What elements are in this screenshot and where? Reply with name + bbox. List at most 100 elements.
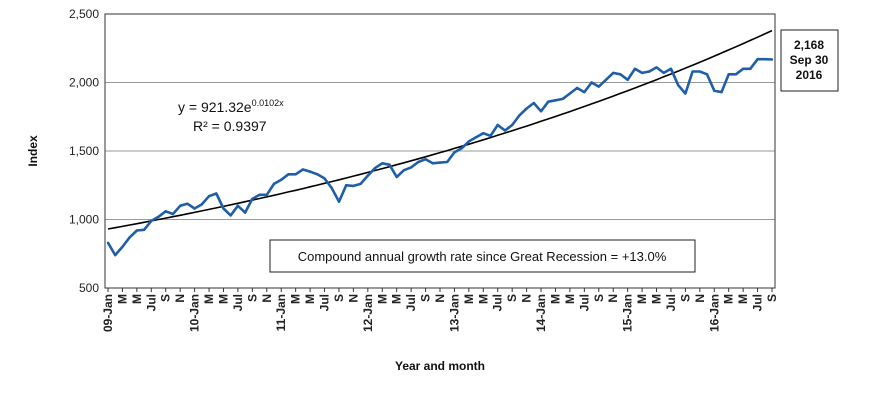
- data-point: [489, 134, 492, 138]
- data-point: [590, 81, 593, 84]
- x-tick-label: Jul: [404, 294, 418, 311]
- data-point: [720, 90, 723, 94]
- x-tick-label: 13-Jan: [447, 294, 461, 332]
- x-tick-label: S: [245, 294, 259, 302]
- r-squared-label: R² = 0.9397: [193, 118, 267, 134]
- data-point: [186, 202, 189, 205]
- x-tick-label: N: [433, 294, 447, 303]
- x-tick-label: N: [693, 294, 707, 303]
- data-point: [467, 140, 471, 143]
- x-tick-label: N: [520, 294, 534, 303]
- data-point: [229, 214, 232, 217]
- data-point: [763, 58, 766, 61]
- x-tick-label: M: [476, 294, 490, 304]
- data-point: [698, 70, 702, 73]
- data-point: [373, 166, 377, 170]
- data-point: [106, 241, 110, 244]
- x-tick-label: Jul: [318, 294, 332, 311]
- data-point: [713, 89, 716, 92]
- x-tick-label: N: [606, 294, 620, 303]
- data-point: [316, 173, 319, 176]
- x-tick-label: S: [765, 294, 779, 302]
- growth-rate-text: Compound annual growth rate since Great …: [298, 249, 667, 264]
- data-point: [417, 160, 420, 164]
- x-tick-label: M: [303, 294, 317, 304]
- y-tick-label: 2,500: [69, 7, 99, 21]
- data-point: [749, 67, 752, 71]
- data-point: [301, 168, 305, 171]
- x-tick-label: S: [592, 294, 606, 302]
- data-point: [200, 203, 204, 206]
- gridlines: [105, 82, 775, 220]
- data-point: [402, 168, 406, 172]
- x-tick-label: M: [563, 294, 577, 304]
- callout-value: 2,168: [794, 38, 824, 52]
- data-point: [164, 210, 167, 213]
- plot-frame: [104, 13, 776, 289]
- x-tick-label: S: [159, 294, 173, 302]
- data-point: [395, 175, 398, 179]
- x-tick-label: 16-Jan: [707, 294, 721, 332]
- data-point: [265, 193, 268, 197]
- data-point: [222, 207, 225, 210]
- data-point: [381, 162, 384, 165]
- data-point: [669, 67, 673, 71]
- data-point: [619, 73, 622, 76]
- x-tick-label: M: [202, 294, 216, 304]
- x-tick-label: S: [419, 294, 433, 302]
- x-tick-label: M: [736, 294, 750, 304]
- data-point: [337, 200, 341, 203]
- x-tick-label: M: [548, 294, 562, 304]
- x-tick-label: Jul: [751, 294, 765, 311]
- x-tick-label: 09-Jan: [101, 294, 115, 332]
- x-tick-label: Jul: [577, 294, 591, 311]
- data-point: [135, 229, 139, 232]
- data-point: [676, 84, 680, 87]
- data-point: [359, 182, 362, 186]
- data-point: [770, 58, 774, 61]
- data-point: [128, 236, 131, 239]
- data-point: [684, 92, 687, 95]
- data-point: [157, 215, 160, 218]
- data-point: [532, 101, 536, 105]
- trend-equation: y = 921.32e0.0102x: [178, 98, 284, 115]
- x-tick-label: M: [635, 294, 649, 304]
- y-axis-title: Index: [26, 135, 40, 167]
- data-point: [251, 197, 254, 201]
- data-point: [438, 161, 442, 164]
- data-point: [496, 123, 499, 127]
- data-point: [604, 78, 608, 81]
- data-point: [648, 70, 651, 73]
- y-tick-label: 1,500: [69, 144, 99, 158]
- data-point: [409, 166, 413, 169]
- data-point: [539, 110, 543, 113]
- x-tick-label: M: [375, 294, 389, 304]
- data-point: [482, 131, 485, 135]
- x-tick-label: Jul: [144, 294, 158, 311]
- data-point: [597, 85, 600, 88]
- data-point: [193, 207, 196, 210]
- data-point: [171, 212, 175, 216]
- y-tick-label: 500: [79, 281, 99, 295]
- data-point: [344, 184, 348, 187]
- x-axis-ticks: 09-Jan M M Jul S N 10-Jan M M Jul S N 11-Jan M M Jul S N 1…: [101, 288, 779, 332]
- data-point: [561, 97, 564, 101]
- x-tick-label: M: [216, 294, 230, 304]
- x-tick-label: M: [289, 294, 303, 304]
- data-point: [388, 163, 391, 166]
- data-point: [510, 123, 514, 127]
- data-point: [424, 158, 427, 161]
- data-point: [121, 245, 124, 249]
- data-point: [323, 177, 326, 180]
- x-tick-label: S: [505, 294, 519, 302]
- growth-rate-box: [269, 239, 696, 273]
- x-tick-label: M: [462, 294, 476, 304]
- data-point: [294, 173, 297, 176]
- data-point: [633, 67, 637, 71]
- y-tick-label: 2,000: [69, 76, 99, 90]
- data-point: [547, 100, 550, 103]
- data-point: [431, 162, 434, 165]
- data-point: [525, 107, 528, 110]
- data-point: [114, 253, 117, 257]
- data-point: [308, 170, 312, 173]
